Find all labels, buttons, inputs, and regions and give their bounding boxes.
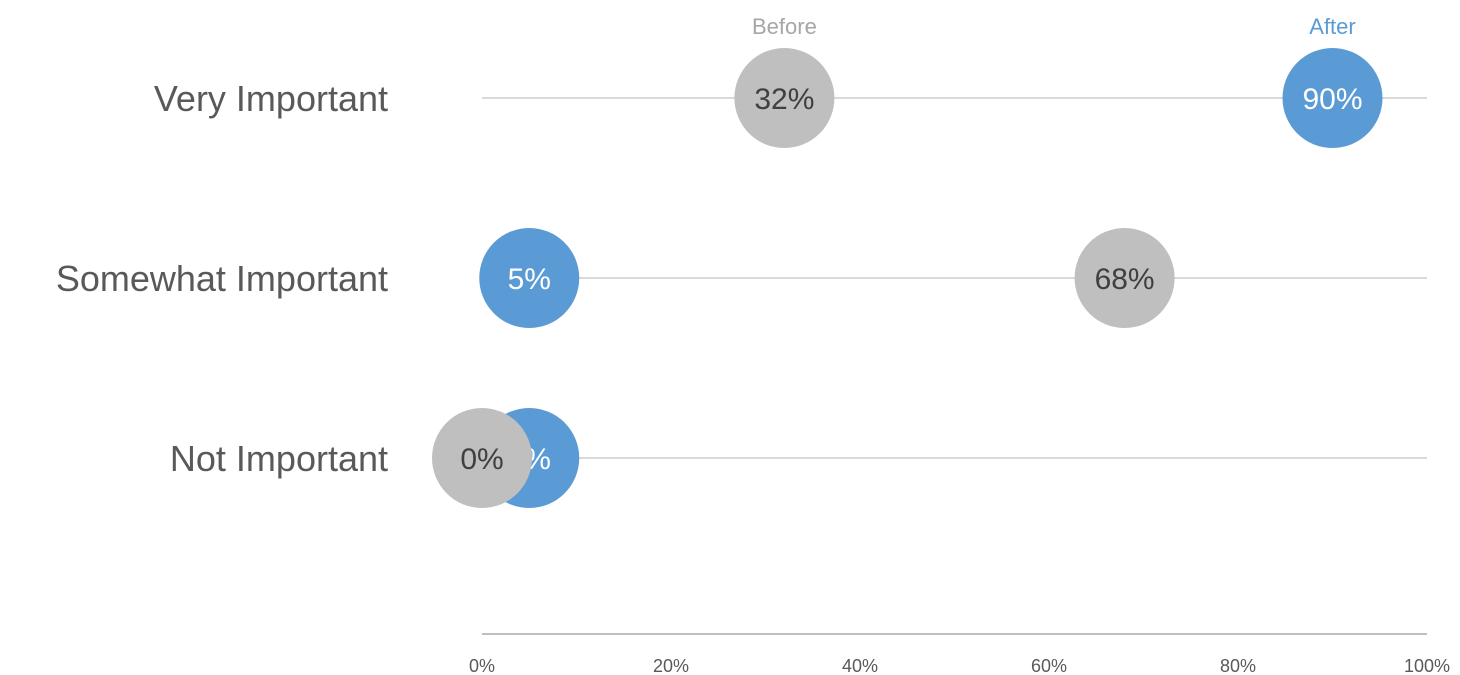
data-label: 0%	[460, 443, 503, 476]
x-tick-label: 60%	[1031, 656, 1067, 675]
x-tick-label: 100%	[1404, 656, 1450, 675]
bubble-before	[734, 48, 835, 148]
x-tick-label: 0%	[469, 656, 495, 675]
bubble-before	[432, 408, 532, 508]
data-label: 68%	[1095, 263, 1155, 296]
x-tick-label: 80%	[1220, 656, 1256, 675]
category-label: Very Important	[154, 78, 388, 119]
series-label-after: After	[1309, 14, 1355, 39]
x-axis: 0% 20% 40% 60% 80% 100%	[469, 633, 1450, 675]
series-labels: Before After	[752, 14, 1356, 39]
x-tick-label: 20%	[653, 656, 689, 675]
category-label: Somewhat Important	[56, 258, 388, 299]
data-point-before: 68%	[1074, 228, 1175, 328]
series-label-before: Before	[752, 14, 817, 39]
data-label: 32%	[754, 83, 814, 116]
category-labels: Very Important Somewhat Important Not Impo…	[56, 78, 388, 479]
bubble-after	[479, 228, 580, 328]
data-point-before: 0%	[432, 408, 532, 508]
category-label: Not Important	[170, 438, 388, 479]
bubble-before	[1074, 228, 1175, 328]
gridlines	[482, 97, 1427, 459]
data-point-after: 5%	[479, 228, 580, 328]
x-tick-label: 40%	[842, 656, 878, 675]
data-point-after: 90%	[1282, 48, 1383, 148]
data-label: 5%	[508, 263, 551, 296]
bubble-after	[1282, 48, 1383, 148]
data-points: 90%5%5%32%68%0%	[432, 48, 1383, 508]
data-point-before: 32%	[734, 48, 835, 148]
data-label: 90%	[1302, 83, 1362, 116]
